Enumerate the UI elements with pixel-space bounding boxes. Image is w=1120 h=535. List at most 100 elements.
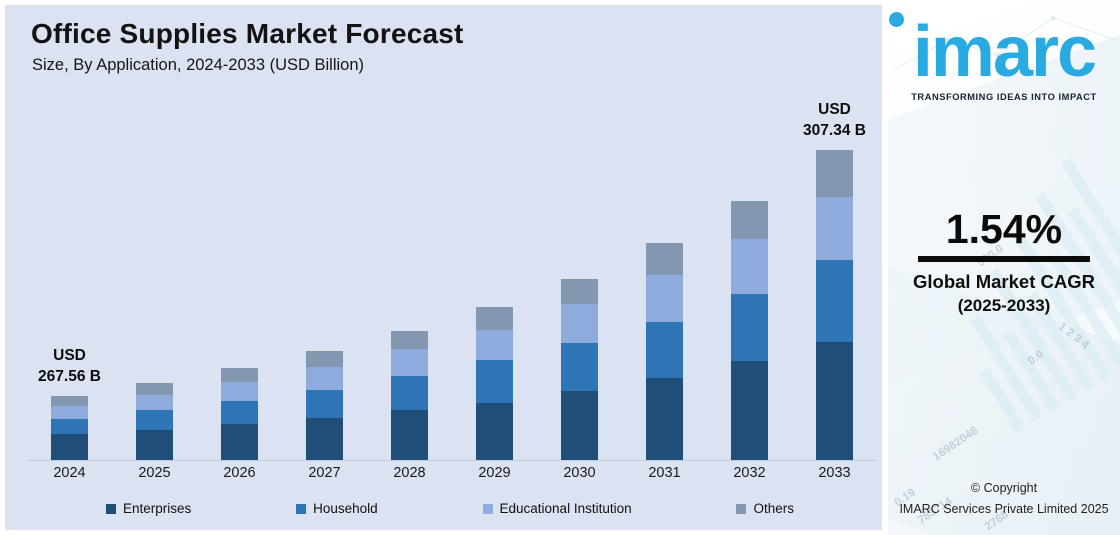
cagr-period: (2025-2033): [957, 296, 1051, 315]
stacked-bar-2031: [646, 243, 683, 460]
legend-swatch-others: [736, 503, 747, 514]
bar-segment-others: [816, 150, 853, 197]
legend-item-educational-institution: Educational Institution: [482, 501, 632, 516]
bar-segment-enterprises: [476, 403, 513, 460]
imarc-wordmark: imarc: [912, 12, 1097, 92]
x-axis-label-2033: 2033: [818, 465, 851, 481]
bar-column-2031: [622, 115, 707, 460]
bar-segment-educational-institution: [221, 382, 258, 401]
brand-tagline: TRANSFORMING IDEAS INTO IMPACT: [911, 92, 1097, 102]
bar-segment-household: [221, 401, 258, 424]
copyright-line1: © Copyright: [970, 481, 1038, 495]
bar-column-2025: [112, 115, 197, 460]
bar-segment-enterprises: [816, 342, 853, 460]
legend-swatch-household: [296, 503, 307, 514]
bar-segment-household: [306, 390, 343, 418]
x-axis-label-2025: 2025: [138, 465, 171, 481]
bar-segment-enterprises: [391, 410, 428, 460]
bar-segment-household: [731, 294, 768, 361]
x-axis-label-2024: 2024: [53, 465, 86, 481]
bar-segment-household: [816, 260, 853, 342]
bar-segment-others: [646, 243, 683, 275]
x-axis-label-2029: 2029: [478, 465, 511, 481]
chart-title: Office Supplies Market Forecast: [31, 18, 464, 49]
bar-segment-educational-institution: [646, 275, 683, 322]
bar-segment-household: [561, 343, 598, 391]
watermark-number: 1 2 3 4: [1056, 320, 1092, 352]
bar-column-2032: [707, 115, 792, 460]
bar-segment-educational-institution: [391, 349, 428, 376]
bar-segment-household: [476, 360, 513, 403]
copyright-notice: © Copyright IMARC Services Private Limit…: [888, 478, 1120, 519]
stacked-bar-2026: [221, 368, 258, 460]
x-axis-label-2026: 2026: [223, 465, 256, 481]
bar-column-2029: [452, 115, 537, 460]
bar-column-2033: USD 307.34 B: [792, 101, 877, 460]
stacked-bar-2029: [476, 307, 513, 460]
legend-label: Others: [753, 501, 794, 516]
bar-segment-others: [731, 201, 768, 239]
legend-item-enterprises: Enterprises: [106, 501, 191, 516]
imarc-logo: imarc: [888, 12, 1120, 92]
legend-label: Educational Institution: [499, 501, 632, 516]
legend-swatch-educational-institution: [482, 503, 493, 514]
bar-value-label-2024: USD 267.56 B: [38, 347, 101, 386]
bar-segment-household: [646, 322, 683, 378]
bar-segment-others: [306, 351, 343, 367]
bar-segment-others: [561, 279, 598, 304]
x-axis-line: [27, 460, 877, 461]
bar-segment-enterprises: [646, 378, 683, 460]
stacked-bar-2030: [561, 279, 598, 460]
chart-subtitle: Size, By Application, 2024-2033 (USD Bil…: [32, 56, 365, 74]
bar-segment-household: [51, 419, 88, 434]
bar-segment-enterprises: [51, 434, 88, 460]
bar-segment-others: [391, 331, 428, 349]
bar-segment-others: [136, 383, 173, 395]
legend-item-others: Others: [736, 501, 794, 516]
bar-column-2028: [367, 115, 452, 460]
x-axis-label-2032: 2032: [733, 465, 766, 481]
bar-segment-others: [476, 307, 513, 330]
bar-value-label-2033: USD 307.34 B: [803, 101, 866, 140]
stacked-bar-2024: [51, 396, 88, 460]
bar-segment-educational-institution: [816, 197, 853, 260]
bar-segment-household: [391, 376, 428, 410]
bar-segment-enterprises: [136, 430, 173, 460]
x-axis-label-2028: 2028: [393, 465, 426, 481]
stacked-bar-2028: [391, 331, 428, 460]
legend-item-household: Household: [296, 501, 378, 516]
bar-column-2027: [282, 115, 367, 460]
bar-column-2026: [197, 115, 282, 460]
bar-segment-enterprises: [306, 418, 343, 460]
bar-segment-educational-institution: [136, 395, 173, 410]
bar-segment-educational-institution: [561, 304, 598, 343]
stacked-bar-2027: [306, 351, 343, 460]
imarc-logo-dot-icon: [889, 12, 904, 27]
cagr-value: 1.54%: [945, 206, 1063, 252]
bar-segment-enterprises: [561, 391, 598, 460]
bar-segment-others: [221, 368, 258, 382]
watermark-number: 16982048: [931, 424, 981, 464]
bar-segment-enterprises: [731, 361, 768, 460]
legend-label: Enterprises: [123, 501, 192, 516]
stacked-bar-2032: [731, 201, 768, 460]
legend-label: Household: [313, 501, 378, 516]
bar-segment-household: [136, 410, 173, 430]
x-axis-label-2031: 2031: [648, 465, 681, 481]
bar-segment-educational-institution: [476, 330, 513, 360]
bar-column-2030: [537, 115, 622, 460]
bar-segment-educational-institution: [731, 239, 768, 294]
x-axis-label-2030: 2030: [563, 465, 596, 481]
x-axis-labels: 2024 2025 2026 2027 2028 2029 2030 2031 2032 2033: [27, 465, 877, 481]
plot-area: USD 267.56 B USD 307.34 B: [27, 101, 877, 460]
bar-segment-others: [51, 396, 88, 406]
bar-segment-educational-institution: [51, 406, 88, 419]
stacked-bar-2033: [816, 150, 853, 460]
copyright-line2: IMARC Services Private Limited 2025: [899, 501, 1109, 516]
cagr-divider: [918, 256, 1090, 262]
legend-swatch-enterprises: [106, 503, 116, 514]
bar-segment-enterprises: [221, 424, 258, 460]
chart-legend: Enterprises Household Educational Institut…: [106, 501, 794, 516]
watermark-number: 0.0: [1026, 348, 1046, 368]
